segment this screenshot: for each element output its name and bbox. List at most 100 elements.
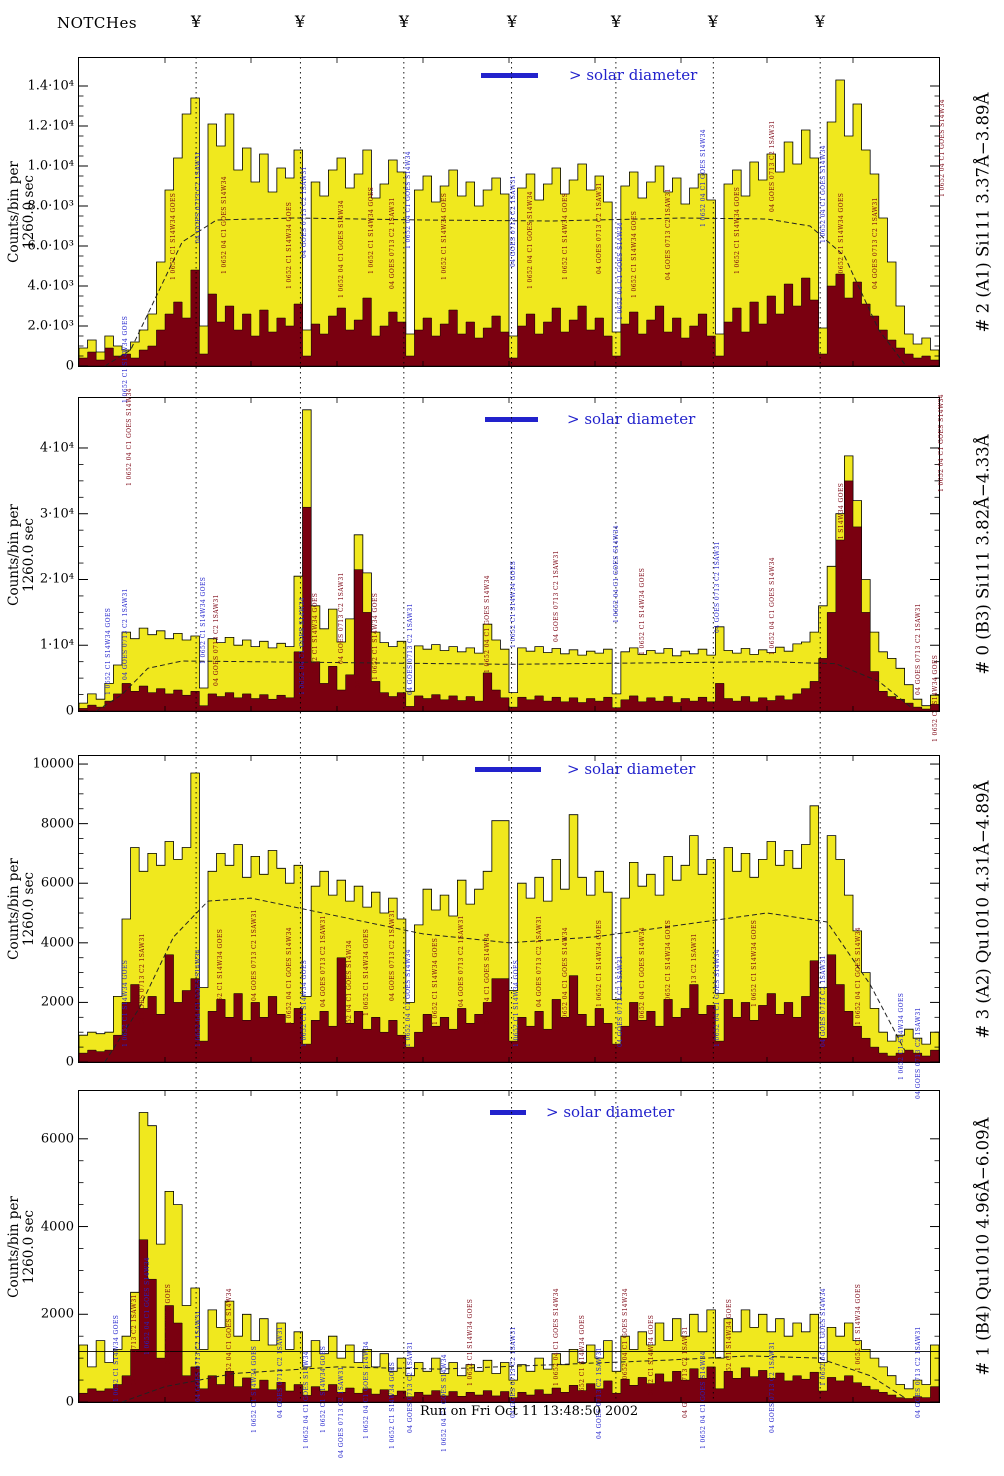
y-tick-label: 4000	[40, 1219, 74, 1235]
event-annotation: 1 0652 04 C1 GOES S14W34	[484, 574, 491, 673]
event-annotation: 04 GOES 0713 C2 1SAW31	[714, 541, 721, 633]
run-timestamp: Run on Fri Oct 11 13:48:50 2002	[420, 1404, 639, 1419]
event-annotation: 04 GOES 0713 C2 1SAW31	[320, 915, 327, 1007]
event-annotation: 1 0652 C1 S14W34 GOES	[855, 1283, 862, 1371]
total-counts-histogram	[79, 409, 939, 711]
solar-diameter-legend: > solar diameter	[475, 760, 695, 778]
solar-diameter-label: > solar diameter	[567, 410, 696, 428]
event-annotation: 04 GOES 0713 C2 1SAW31	[691, 933, 698, 1025]
event-annotation: 1 0652 04 C1 GOES S14W34	[363, 1340, 370, 1439]
event-annotation: 1 0652 C1 S14W34 GOES	[113, 1314, 120, 1402]
event-annotation: 1 0652 04 C1 GOES S14W34	[299, 596, 306, 695]
y-axis-title: Counts/bin per 1260.0 sec	[1, 398, 43, 711]
panel-qu1010-b4: 0 2000 4000 6000 Counts/bin per 1260.0 sec …	[6, 1090, 993, 1458]
y-tick-label: 6.0·10³	[27, 238, 74, 254]
y-tick-label: 0	[65, 1054, 74, 1070]
event-annotation: 1 0652 C1 S14W34 GOES	[105, 607, 112, 695]
y-tick-label: 8.0·10³	[27, 198, 74, 214]
event-annotation: 1 0652 C1 S14W34 GOES	[665, 919, 672, 1007]
event-annotation: 1 0652 C1 S14W34 GOES	[838, 192, 845, 280]
event-annotation: 04 GOES 0713 C2 1SAW31	[195, 151, 202, 243]
background-counts-histogram	[79, 954, 939, 1062]
event-annotation: 04 GOES 0713 C2 1SAW31	[338, 1366, 345, 1458]
event-annotation: 1 0652 04 C1 GOES S14W34	[622, 1287, 629, 1386]
event-annotation: 1 0652 04 C1 GOES S14W34	[226, 1287, 233, 1386]
notch-symbol: ¥	[294, 12, 306, 31]
solar-diameter-legend: > solar diameter	[485, 410, 695, 428]
event-annotation: 1 0652 C1 S14W34 GOES	[286, 201, 293, 289]
exposure-dashed-curve	[121, 1355, 905, 1402]
event-annotation: 1 0652 C1 S14W34 GOES	[368, 186, 375, 274]
y-tick-label: 4.0·10³	[27, 278, 74, 294]
event-annotation: 1 0652 04 C1 GOES S14W34	[441, 1353, 448, 1452]
detector-label: # 3 (A2) Qu1010 4.31Å−4.89Å	[973, 780, 993, 1038]
event-annotation: 04 GOES 0713 C2 1SAW31	[458, 915, 465, 1007]
event-annotation: 04 GOES 0713 C2 1SAW31	[510, 175, 517, 267]
notch-symbol: ¥	[506, 12, 518, 31]
event-annotation: 1 0652 C1 S14W34 GOES	[596, 919, 603, 1007]
event-annotation: 1 0652 04 C1 GOES S14W34	[355, 596, 362, 695]
event-annotation: 1 0652 C1 S14W34 GOES	[122, 959, 129, 1047]
event-annotation: 1 0652 04 C1 GOES S14W34	[126, 387, 133, 486]
event-annotation: 1 0652 C1 S14W34 GOES	[320, 1345, 327, 1433]
event-annotation: 1 0652 C1 S14W34 GOES	[372, 592, 379, 680]
event-annotation: 04 GOES 0713 C2 1SAW31	[769, 1341, 776, 1433]
event-annotation: 04 GOES 0713 C2 1SAW31	[277, 1326, 284, 1418]
event-annotation: 1 0652 04 C1 GOES S14W34	[405, 948, 412, 1047]
y-tick-label: 4000	[40, 935, 74, 951]
event-annotation: 1 0652 C1 S14W34 GOES	[510, 560, 517, 648]
y-tick-label: 2000	[40, 994, 74, 1010]
notch-symbol: ¥	[814, 12, 826, 31]
event-annotation: 1 0652 C1 S14W34 GOES	[751, 919, 758, 1007]
notches-label: NOTCHes	[57, 14, 138, 32]
event-annotation: 1 0652 C1 S14W34 GOES	[562, 192, 569, 280]
event-annotation: 04 GOES 0713 C2 1SAW31	[915, 1007, 922, 1099]
background-counts-histogram	[79, 269, 939, 366]
event-annotation: 1 0652 C1 S14W34 GOES	[389, 1361, 396, 1449]
event-annotation: 04 GOES 0713 C2 1SAW31	[536, 915, 543, 1007]
event-annotation: 1 0652 04 C1 GOES S14W34	[820, 144, 827, 243]
event-annotation: 04 GOES 0713 C2 1SAW31	[195, 1310, 202, 1402]
event-annotation: 1 0652 04 C1 GOES S14W34	[939, 98, 946, 197]
exposure-dashed-curve	[104, 217, 905, 366]
event-annotation: 1 0652 C1 S14W34 GOES	[631, 210, 638, 298]
event-annotation: 1 0652 C1 S14W34 GOES	[513, 959, 520, 1047]
event-annotation: 1 0652 04 C1 GOES S14W34	[303, 1350, 310, 1449]
event-annotation: 1 0652 04 C1 GOES S14W34	[405, 150, 412, 249]
event-annotation: 1 0652 04 C1 GOES S14W34	[338, 199, 345, 298]
solar-diameter-label: > solar diameter	[546, 1103, 675, 1121]
event-annotation: 04 GOES 0713 C2 1SAW31	[915, 603, 922, 695]
notch-symbol: ¥	[190, 12, 202, 31]
event-annotation: 04 GOES 0713 C2 1SAW31	[596, 1347, 603, 1439]
solar-diameter-bar	[490, 1109, 526, 1115]
histogram-plot	[79, 1091, 939, 1402]
event-annotation: 1 0652 C1 S14W34 GOES	[301, 959, 308, 1047]
detector-label: # 0 (B3) Si111 3.82Å−4.33Å	[973, 434, 993, 675]
event-annotation: 1 0652 C1 S14W34 GOES	[441, 192, 448, 280]
exposure-dashed-curve	[104, 897, 906, 1062]
y-tick-label: 0	[65, 703, 74, 719]
event-annotation: 1 0652 04 C1 GOES S14W34	[527, 190, 534, 289]
y-axis-title-line2: 1260.0 sec	[21, 872, 37, 947]
notch-symbol: ¥	[707, 12, 719, 31]
event-annotation: 1 0652 C1 S14W34 GOES	[363, 928, 370, 1016]
solar-diameter-legend: > solar diameter	[490, 1103, 674, 1121]
y-tick-label: 0	[65, 1394, 74, 1410]
event-annotation: 04 GOES 0713 C2 1SAW31	[338, 572, 345, 664]
event-annotation: 1 0652 C1 S14W34 GOES	[838, 482, 845, 570]
event-annotation: 04 GOES 0713 C2 1SAW31	[122, 588, 129, 680]
event-annotation: 1 0652 C1 S14W34 GOES	[312, 592, 319, 680]
event-annotation: 04 GOES 0713 C2 1SAW31	[682, 1326, 689, 1418]
event-annotation: 1 0652 C1 S14W34 GOES	[579, 1314, 586, 1402]
y-axis-title: Counts/bin per 1260.0 sec	[1, 58, 43, 366]
event-annotation: 1 0652 04 C1 GOES S14W34	[617, 221, 624, 320]
event-annotation: 1 0652 04 C1 GOES S14W34	[562, 926, 569, 1025]
event-annotation: 1 0652 04 C1 GOES S14W34	[855, 926, 862, 1025]
event-annotation: 1 0652 04 C1 GOES S14W34	[700, 128, 707, 227]
y-axis-title-line2: 1260.0 sec	[21, 517, 37, 592]
event-annotation: 1 0652 C1 S14W34 GOES	[251, 1345, 258, 1433]
event-annotation: 1 0652 C1 S14W34 GOES	[932, 654, 939, 742]
event-annotation: 04 GOES 0713 C2 1SAW31	[769, 120, 776, 212]
histogram-plot	[79, 756, 939, 1062]
y-axis-title-line1: Counts/bin per	[6, 503, 22, 606]
